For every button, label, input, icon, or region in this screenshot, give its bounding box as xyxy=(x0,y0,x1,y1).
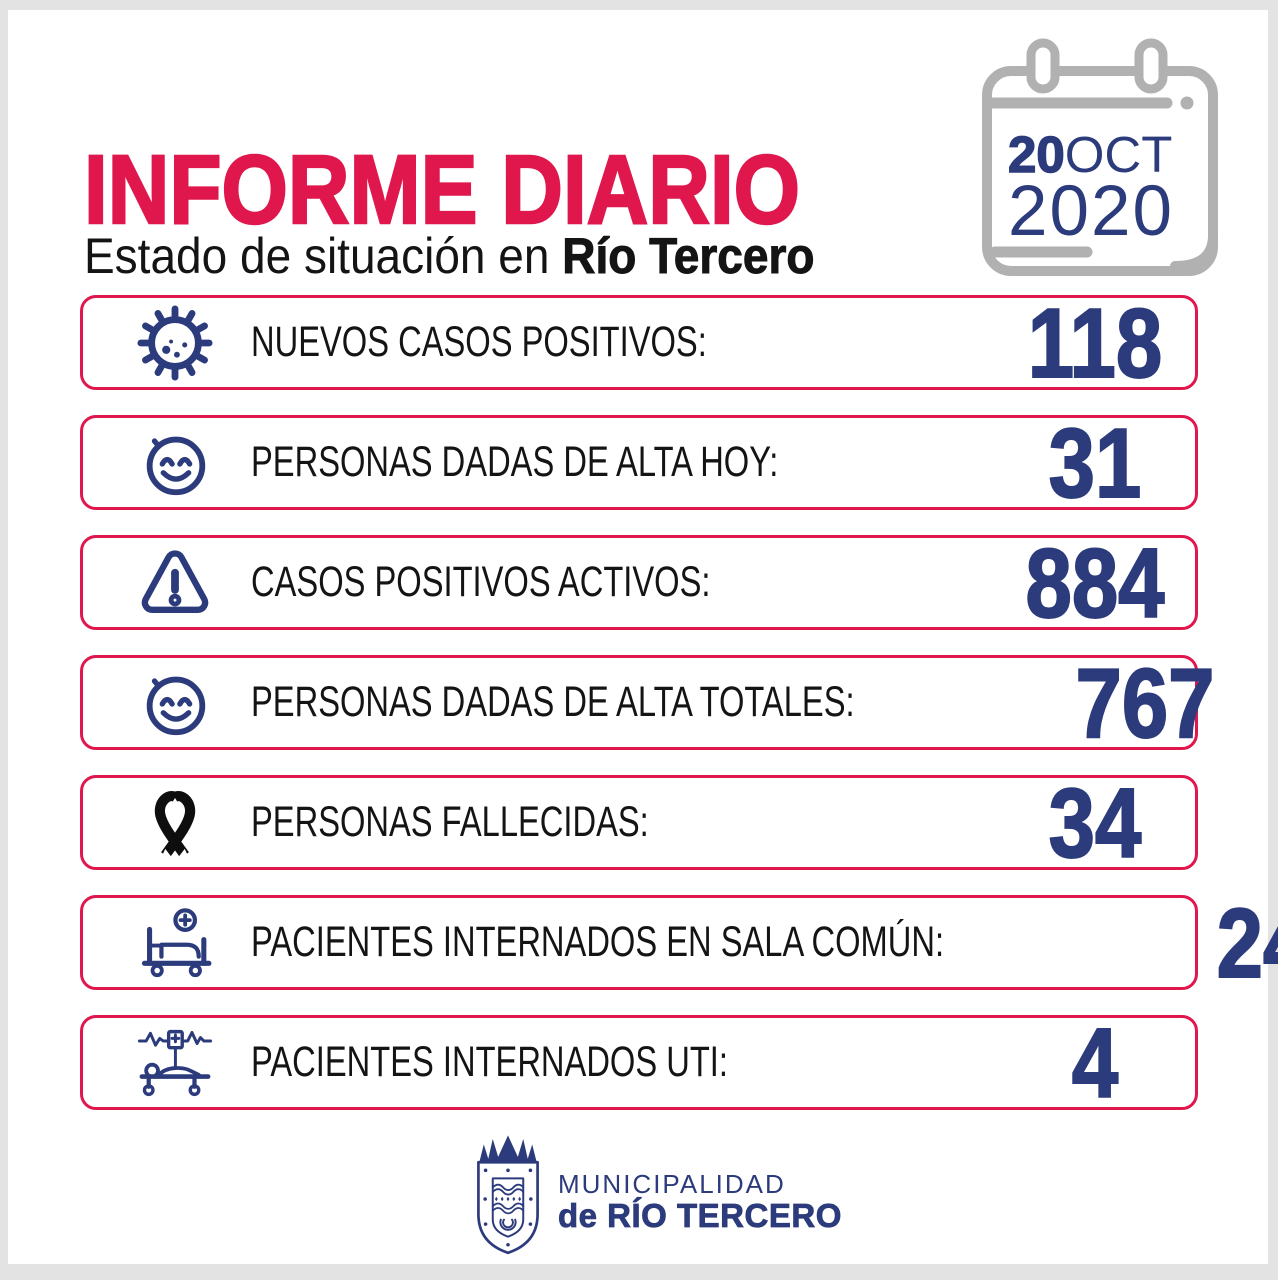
mourning-ribbon-icon xyxy=(135,783,215,863)
stat-value: 767 xyxy=(1075,647,1216,758)
page-title: INFORME DIARIO xyxy=(83,135,801,244)
stat-value: 4 xyxy=(1071,1007,1119,1118)
stat-label: CASOS POSITIVOS ACTIVOS: xyxy=(251,558,711,606)
stat-label: PACIENTES INTERNADOS EN SALA COMÚN: xyxy=(251,918,945,966)
smiley-icon xyxy=(135,663,215,743)
stat-value: 118 xyxy=(1027,287,1163,398)
municipality-crest-icon xyxy=(462,1130,554,1260)
stat-row-internados-sala: PACIENTES INTERNADOS EN SALA COMÚN: 24 xyxy=(80,893,1278,993)
stat-label: NUEVOS CASOS POSITIVOS: xyxy=(251,318,707,366)
municipality-city: de RÍO TERCERO xyxy=(558,1197,842,1235)
calendar-date: 20OCT xyxy=(1007,126,1173,183)
calendar-year: 2020 xyxy=(1008,172,1174,251)
calendar-glyph xyxy=(982,38,1218,276)
subtitle-prefix: Estado de situación en xyxy=(84,228,563,284)
smiley-icon xyxy=(135,423,215,503)
stat-label: PACIENTES INTERNADOS UTI: xyxy=(251,1038,728,1086)
subtitle-city: Río Tercero xyxy=(562,228,815,284)
stat-row-fallecidas: PERSONAS FALLECIDAS: 34 xyxy=(80,767,1198,878)
stat-label: PERSONAS FALLECIDAS: xyxy=(251,798,649,846)
municipality-name: MUNICIPALIDAD xyxy=(558,1169,786,1199)
stat-row-altas-hoy: PERSONAS DADAS DE ALTA HOY: 31 xyxy=(80,407,1198,518)
stat-value: 31 xyxy=(1048,407,1142,518)
calendar-month: OCT xyxy=(1064,126,1173,183)
stat-row-nuevos-casos: NUEVOS CASOS POSITIVOS: 118 xyxy=(80,287,1198,398)
calendar-icon: 20OCT 2020 xyxy=(975,30,1220,280)
stat-value: 24 xyxy=(1216,887,1278,998)
calendar-day: 20 xyxy=(1007,126,1065,183)
icu-bed-icon xyxy=(135,1023,215,1103)
warning-icon xyxy=(135,543,215,623)
stat-label: PERSONAS DADAS DE ALTA HOY: xyxy=(251,438,779,486)
stat-row-internados-uti: PACIENTES INTERNADOS UTI: 4 xyxy=(80,1007,1198,1118)
hospital-bed-icon xyxy=(135,903,215,983)
stat-row-casos-activos: CASOS POSITIVOS ACTIVOS: 884 xyxy=(80,527,1198,638)
stat-value: 884 xyxy=(1025,527,1166,638)
page-subtitle: Estado de situación en Río Tercero xyxy=(84,228,815,284)
stat-label: PERSONAS DADAS DE ALTA TOTALES: xyxy=(251,678,855,726)
virus-icon xyxy=(135,303,215,383)
stat-value: 34 xyxy=(1048,767,1142,878)
stat-row-altas-totales: PERSONAS DADAS DE ALTA TOTALES: 767 xyxy=(80,653,1216,753)
